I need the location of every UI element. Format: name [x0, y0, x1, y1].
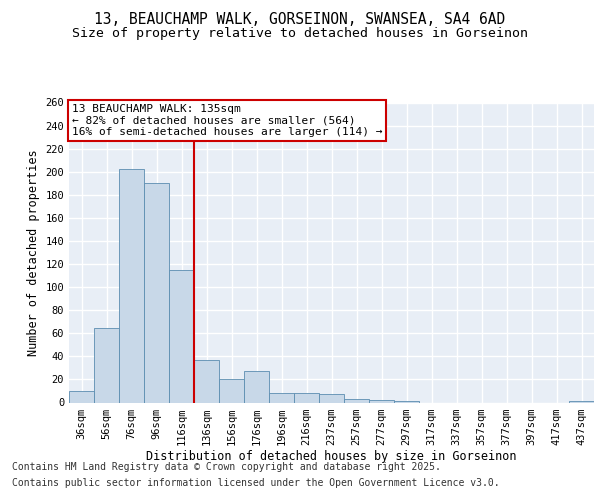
X-axis label: Distribution of detached houses by size in Gorseinon: Distribution of detached houses by size …	[146, 450, 517, 464]
Bar	[69, 391, 94, 402]
Bar	[219, 380, 244, 402]
Bar	[344, 399, 369, 402]
Text: Contains public sector information licensed under the Open Government Licence v3: Contains public sector information licen…	[12, 478, 500, 488]
Bar	[369, 400, 394, 402]
Bar	[294, 394, 319, 402]
Text: Size of property relative to detached houses in Gorseinon: Size of property relative to detached ho…	[72, 28, 528, 40]
Bar	[319, 394, 344, 402]
Bar	[244, 372, 269, 402]
Text: 13 BEAUCHAMP WALK: 135sqm
← 82% of detached houses are smaller (564)
16% of semi: 13 BEAUCHAMP WALK: 135sqm ← 82% of detac…	[71, 104, 382, 137]
Text: Contains HM Land Registry data © Crown copyright and database right 2025.: Contains HM Land Registry data © Crown c…	[12, 462, 441, 472]
Bar	[169, 270, 194, 402]
Bar	[94, 328, 119, 402]
Text: 13, BEAUCHAMP WALK, GORSEINON, SWANSEA, SA4 6AD: 13, BEAUCHAMP WALK, GORSEINON, SWANSEA, …	[94, 12, 506, 28]
Bar	[269, 394, 294, 402]
Y-axis label: Number of detached properties: Number of detached properties	[27, 149, 40, 356]
Bar	[144, 184, 169, 402]
Bar	[119, 170, 144, 402]
Bar	[194, 360, 219, 403]
